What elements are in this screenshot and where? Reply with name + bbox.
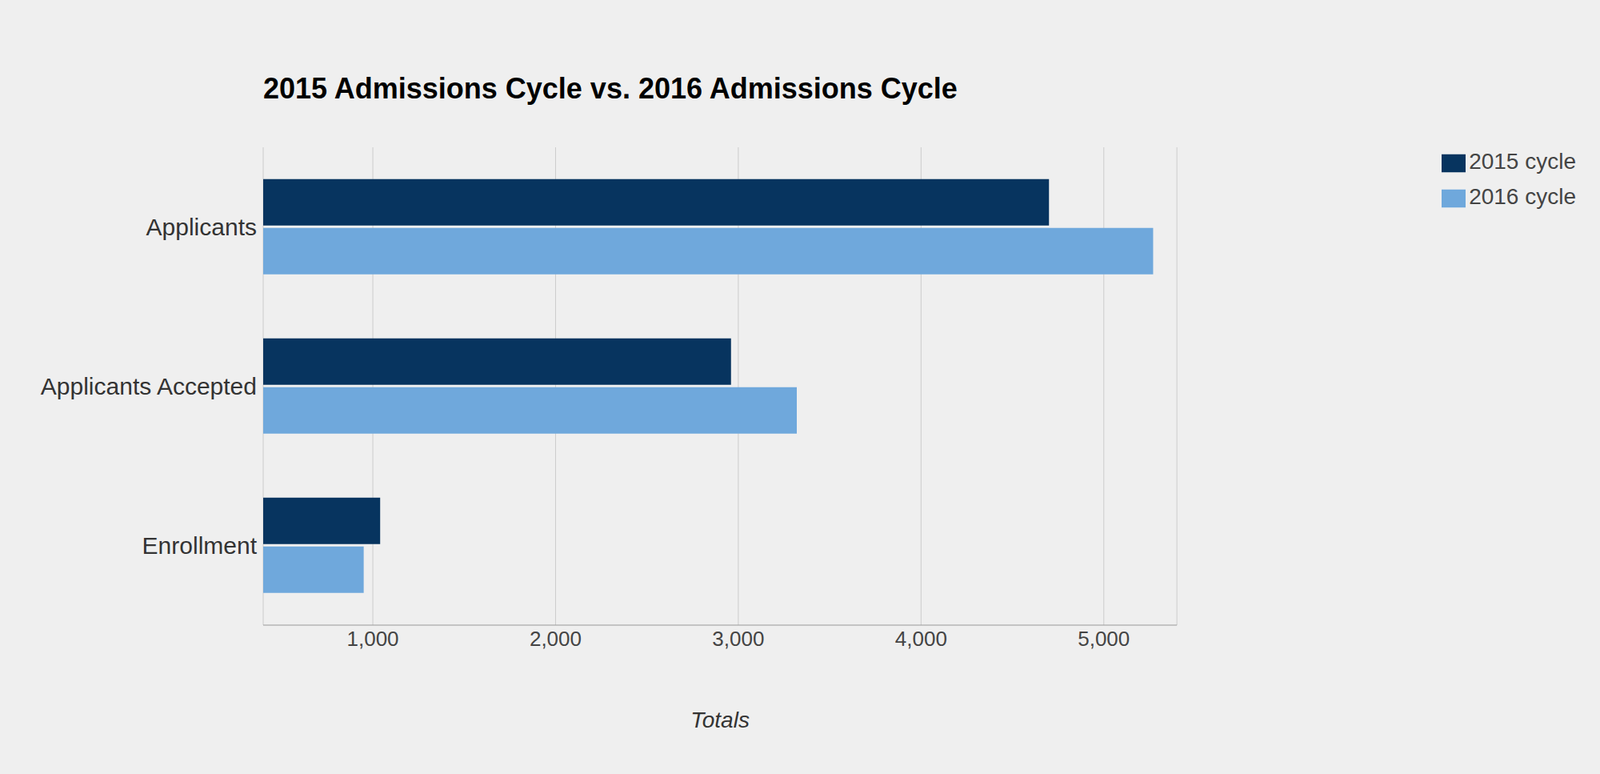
svg-text:5,000: 5,000 [1077,626,1130,651]
html-text:2016 cycle: 2016 cycle [1468,184,1576,209]
svg-text:3,000: 3,000 [712,626,764,651]
svg-text:Totals: Totals [690,707,750,732]
svg-text:2,000: 2,000 [529,626,582,651]
html-text:2015 Admissions Cycle vs. 2016: 2015 Admissions Cycle vs. 2016 Admission… [263,72,958,105]
html-text:2015 cycle: 2015 cycle [1468,148,1576,174]
svg-text:Enrollment: Enrollment [142,532,258,559]
svg-text:Applicants Accepted: Applicants Accepted [40,372,257,400]
svg-text:1,000: 1,000 [347,626,400,651]
svg-text:4,000: 4,000 [895,626,948,651]
svg-text:Applicants: Applicants [146,213,257,240]
